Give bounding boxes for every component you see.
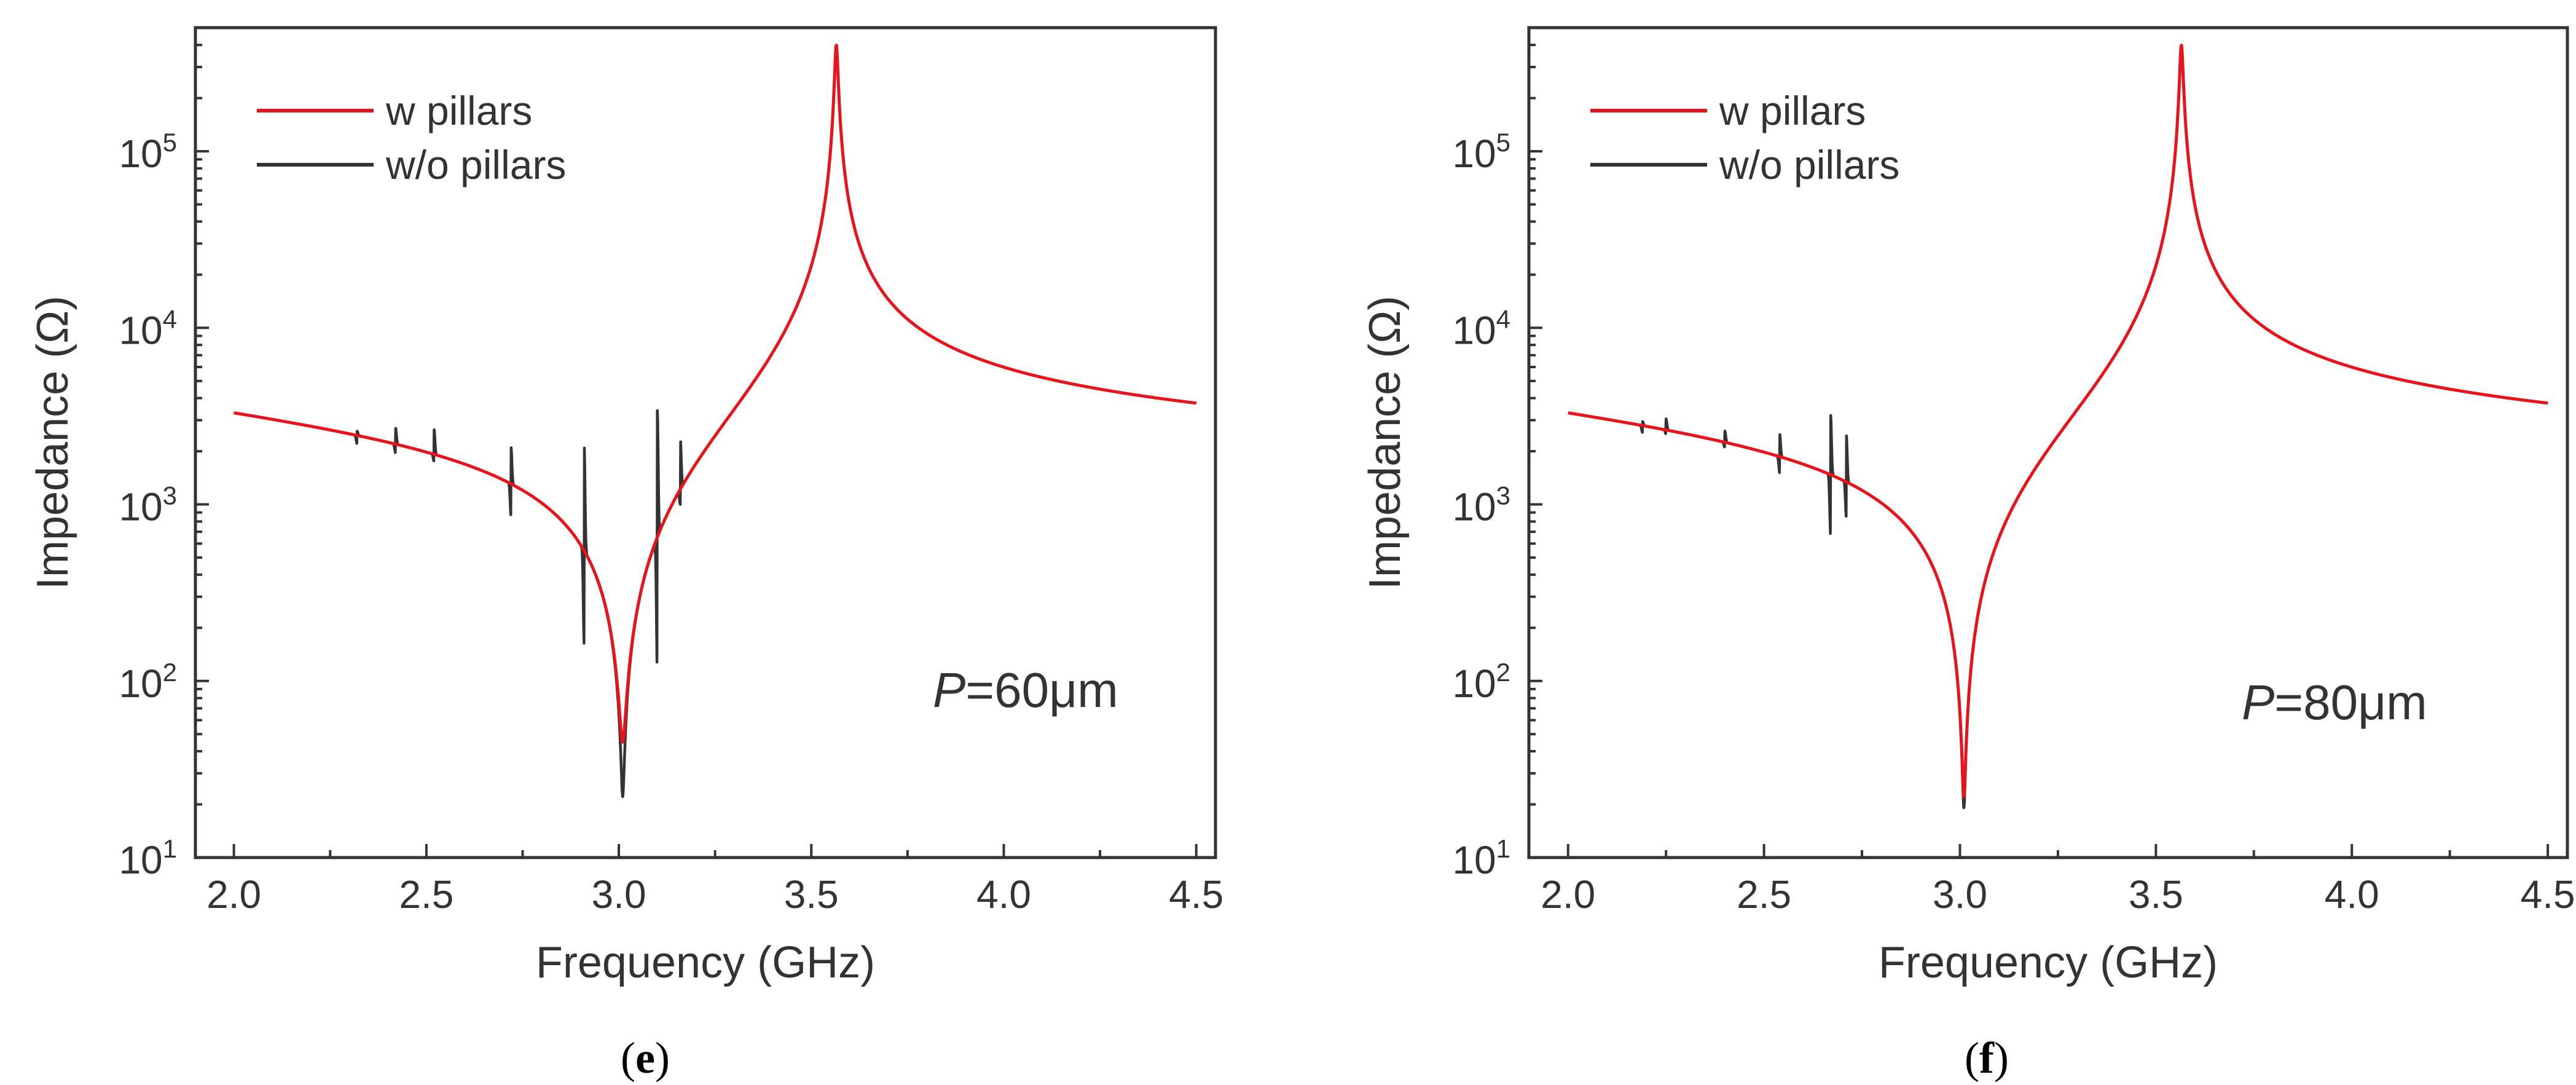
x-axis-title: Frequency (GHz) [536,938,875,987]
x-tick-label: 3.5 [2129,872,2183,917]
y-axis-title: Impedance (Ω) [28,296,77,590]
caption-e: (e) [621,1033,670,1083]
legend-label-wo-pillars: w/o pillars [385,142,566,187]
x-tick-labels: 2.0 2.5 3.0 3.5 4.0 4.5 [1541,872,2575,917]
chart-panel-f: 2.0 2.5 3.0 3.5 4.0 4.5 101 102 103 104 … [1361,26,2575,987]
x-tick-label: 3.5 [784,872,839,917]
legend-label-w-pillars: w pillars [385,88,532,133]
period-annotation: P=60μm [933,663,1118,717]
x-tick-label: 2.0 [206,872,261,917]
x-tick-label: 4.0 [2325,872,2379,917]
x-tick-label: 2.5 [1737,872,1791,917]
tick-marks [1529,26,2550,859]
legend-label-w-pillars: w pillars [1719,88,1866,133]
y-tick-label: 105 [1452,128,1510,176]
x-tick-label: 4.5 [1169,872,1223,917]
y-tick-label: 103 [119,481,177,529]
y-tick-labels: 101 102 103 104 105 [119,128,177,882]
x-tick-label: 2.5 [399,872,454,917]
chart-panel-e: 2.0 2.5 3.0 3.5 4.0 4.5 101 102 103 104 … [28,26,1223,987]
y-tick-label: 101 [119,834,177,882]
y-tick-label: 101 [1452,834,1510,882]
period-annotation: P=80μm [2242,675,2427,730]
y-tick-label: 104 [119,304,177,352]
y-tick-label: 105 [119,128,177,176]
x-tick-label: 4.5 [2521,872,2575,917]
series-line-w-pillars [1566,44,2549,799]
tick-marks [195,26,1198,859]
y-tick-label: 102 [1452,658,1510,706]
series-line-w-pillars [232,44,1198,744]
caption-f: (f) [1965,1033,2009,1083]
plot-frame [194,26,1217,859]
y-tick-label: 103 [1452,481,1510,529]
legend: w pillars w/o pillars [1590,88,1899,187]
y-tick-label: 102 [119,658,177,706]
y-axis-title: Impedance (Ω) [1361,296,1410,590]
series-group [232,44,1198,799]
series-group [1566,44,2549,810]
y-tick-labels: 101 102 103 104 105 [1452,128,1510,882]
y-tick-label: 104 [1452,304,1510,352]
legend-label-wo-pillars: w/o pillars [1719,142,1899,187]
x-axis-title: Frequency (GHz) [1879,938,2218,987]
plot-frame [1527,26,2569,859]
x-tick-labels: 2.0 2.5 3.0 3.5 4.0 4.5 [206,872,1223,917]
legend: w pillars w/o pillars [257,88,566,187]
x-tick-label: 4.0 [976,872,1031,917]
x-tick-label: 3.0 [1933,872,1987,917]
x-tick-label: 3.0 [592,872,646,917]
x-tick-label: 2.0 [1541,872,1595,917]
